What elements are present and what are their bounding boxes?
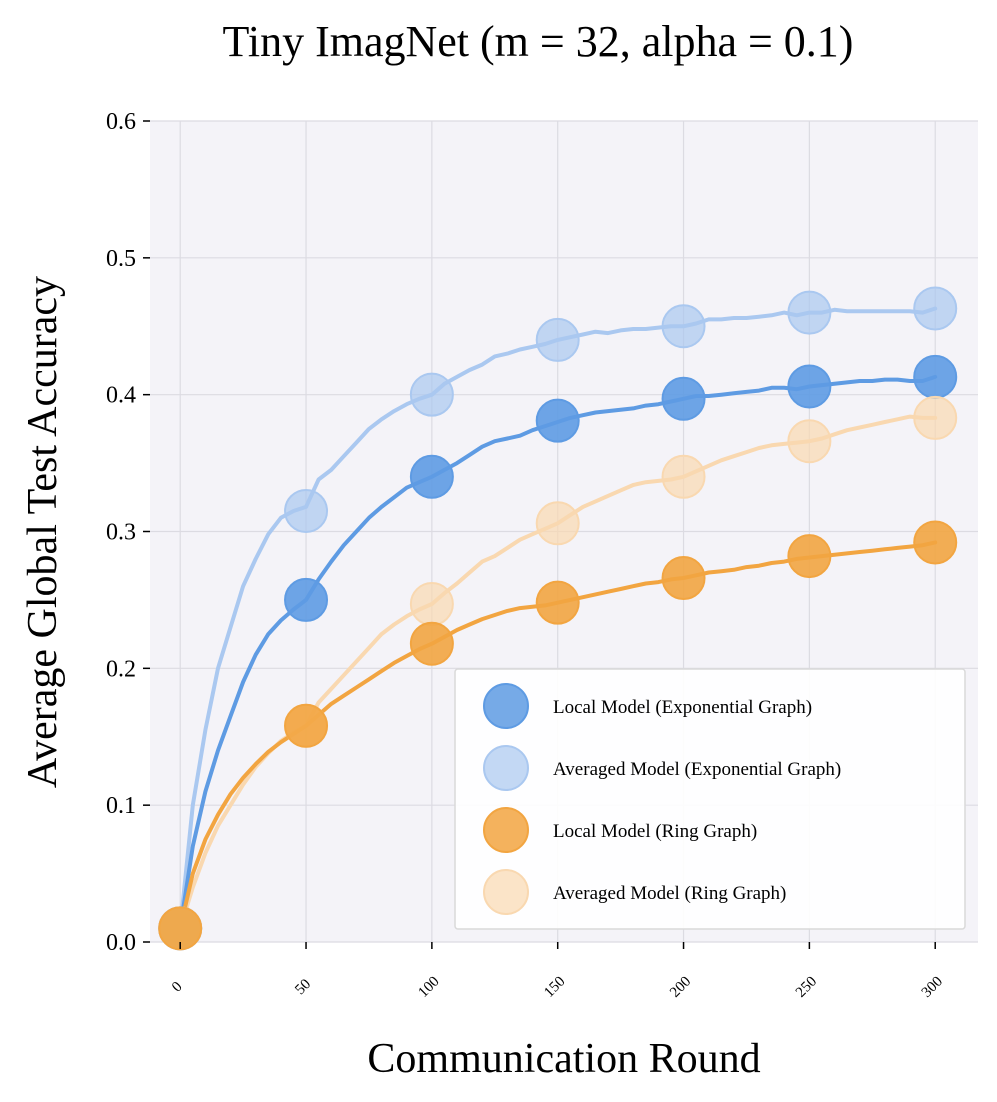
series-2-marker-2	[409, 582, 454, 627]
series-2-marker-4	[661, 454, 706, 499]
legend-marker-2	[483, 807, 529, 853]
x-tick-label-5: 250	[793, 974, 820, 1001]
series-3-marker-1	[284, 703, 329, 748]
series-1-marker-2	[409, 454, 454, 499]
chart-title: Tiny ImagNet (m = 32, alpha = 0.1)	[223, 17, 854, 66]
series-3-marker-6	[913, 520, 958, 565]
series-3-marker-3	[535, 580, 580, 625]
series-0-marker-3	[535, 317, 580, 362]
series-1-marker-3	[535, 398, 580, 443]
y-tick-label-6: 0.6	[106, 109, 136, 135]
legend-label-0: Local Model (Exponential Graph)	[553, 697, 812, 718]
series-markers	[158, 286, 958, 951]
y-tick-label-1: 0.1	[106, 793, 136, 819]
x-tick-label-6: 300	[919, 974, 946, 1001]
y-tick-label-5: 0.5	[106, 246, 136, 272]
x-tick-label-0: 0	[169, 979, 186, 996]
y-tick-label-2: 0.2	[106, 656, 136, 682]
series-3-marker-5	[787, 534, 832, 579]
series-3-marker-2	[409, 621, 454, 666]
series-0-marker-5	[787, 290, 832, 335]
series-2-marker-6	[913, 395, 958, 440]
y-tick-label-0: 0.0	[106, 930, 136, 956]
x-axis: 0 50 100 150 200 250 300	[169, 942, 946, 1001]
legend-label-3: Averaged Model (Ring Graph)	[553, 883, 786, 904]
legend-label-2: Local Model (Ring Graph)	[553, 821, 757, 842]
series-2-marker-3	[535, 501, 580, 546]
y-tick-label-3: 0.3	[106, 520, 136, 546]
legend-marker-0	[483, 683, 529, 729]
legend-box	[454, 668, 966, 930]
series-1-marker-6	[913, 354, 958, 399]
y-tick-label-4: 0.4	[106, 383, 136, 409]
series-2-marker-5	[787, 419, 832, 464]
y-axis: 0.0 0.1 0.2 0.3 0.4 0.5 0.6	[106, 109, 150, 956]
series-0-marker-1	[284, 488, 329, 533]
legend-label-1: Averaged Model (Exponential Graph)	[553, 759, 841, 780]
series-0-marker-6	[913, 286, 958, 331]
y-axis-label: Average Global Test Accuracy	[20, 276, 66, 788]
x-tick-label-4: 200	[667, 974, 694, 1001]
series-1-marker-5	[787, 364, 832, 409]
series-0-marker-4	[661, 304, 706, 349]
series-3-marker-4	[661, 556, 706, 601]
series-1-marker-1	[284, 577, 329, 622]
legend: Local Model (Exponential Graph) Averaged …	[454, 668, 966, 930]
series-0-marker-2	[409, 372, 454, 417]
legend-marker-3	[483, 869, 529, 915]
x-axis-label: Communication Round	[367, 1036, 760, 1082]
x-tick-label-3: 150	[541, 974, 568, 1001]
legend-marker-1	[483, 745, 529, 791]
series-3-marker-0	[158, 906, 203, 951]
x-tick-label-2: 100	[415, 974, 442, 1001]
series-1-marker-4	[661, 376, 706, 421]
x-tick-label-1: 50	[292, 976, 314, 998]
